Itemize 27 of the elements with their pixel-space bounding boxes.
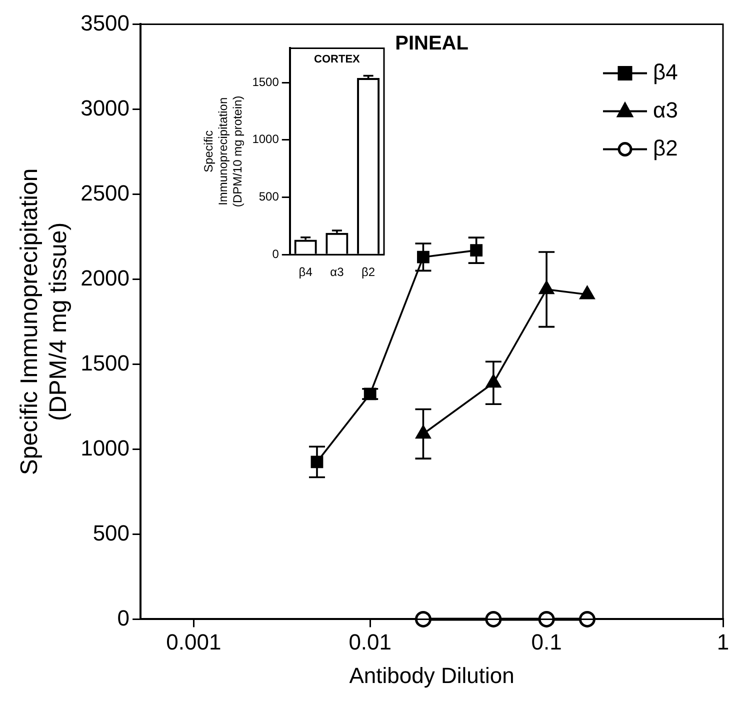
y-tick-label: 3500 <box>80 10 130 36</box>
y-tick-label: 500 <box>92 520 130 546</box>
legend-label: α3 <box>653 97 678 122</box>
y-tick-label: 500 <box>258 190 280 204</box>
x-tick-label: 0.01 <box>348 629 392 654</box>
y-tick-label: 1500 <box>80 350 130 376</box>
y-tick-label: 1500 <box>252 74 280 89</box>
x-tick-label: 0.001 <box>166 629 222 654</box>
y-tick-label: 3000 <box>80 95 130 120</box>
chart-title: PINEAL <box>395 32 468 55</box>
y-tick-label: 0 <box>117 605 130 630</box>
x-tick-label: β4 <box>298 265 313 280</box>
y-tick-label: 1000 <box>252 132 280 146</box>
y-tick-label: 2500 <box>80 180 130 206</box>
x-tick-label: β2 <box>362 265 376 280</box>
y-tick-label: 0 <box>272 246 280 261</box>
text: CORTEX <box>314 54 361 66</box>
x-axis-title: Antibody Dilution <box>349 662 514 688</box>
y-axis-title: Specific Immunoprecipitation (DPM/4 mg tissue) <box>16 168 72 476</box>
x-tick-label: 0.1 <box>531 629 562 654</box>
legend-label: β2 <box>653 135 678 160</box>
x-tick-label: 1 <box>716 629 730 654</box>
x-tick-label: α3 <box>330 265 344 280</box>
y-tick-label: 1000 <box>80 435 130 460</box>
legend-label: β4 <box>653 59 678 84</box>
y-tick-label: 2000 <box>80 265 130 290</box>
y-axis-title: Specific Immunoprecipitation (DPM/10 mg protein) <box>202 96 244 208</box>
